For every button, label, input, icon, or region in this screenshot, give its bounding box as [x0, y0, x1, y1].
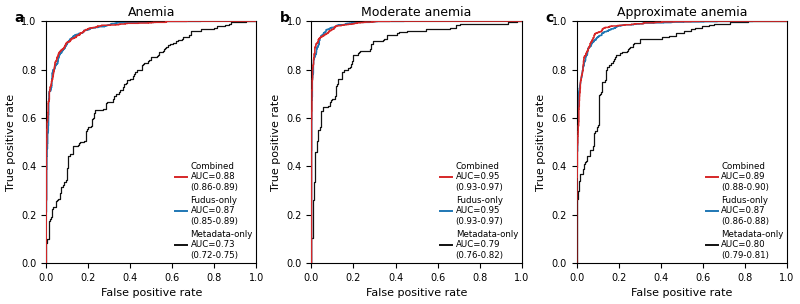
- Y-axis label: True positive rate: True positive rate: [536, 94, 546, 191]
- Title: Approximate anemia: Approximate anemia: [617, 5, 747, 19]
- Legend: Combined
AUC=0.95
(0.93-0.97), Fudus-only
AUC=0.95
(0.93-0.97), Metadata-only
AU: Combined AUC=0.95 (0.93-0.97), Fudus-onl…: [438, 160, 520, 261]
- Title: Moderate anemia: Moderate anemia: [362, 5, 472, 19]
- Text: b: b: [280, 12, 290, 26]
- Legend: Combined
AUC=0.88
(0.86-0.89), Fudus-only
AUC=0.87
(0.85-0.89), Metadata-only
AU: Combined AUC=0.88 (0.86-0.89), Fudus-onl…: [174, 160, 254, 261]
- Legend: Combined
AUC=0.89
(0.88-0.90), Fudus-only
AUC=0.87
(0.86-0.88), Metadata-only
AU: Combined AUC=0.89 (0.88-0.90), Fudus-onl…: [704, 160, 785, 261]
- X-axis label: False positive rate: False positive rate: [101, 288, 202, 299]
- Text: c: c: [546, 12, 554, 26]
- X-axis label: False positive rate: False positive rate: [631, 288, 733, 299]
- Text: a: a: [14, 12, 24, 26]
- Title: Anemia: Anemia: [127, 5, 175, 19]
- Y-axis label: True positive rate: True positive rate: [6, 94, 15, 191]
- Y-axis label: True positive rate: True positive rate: [271, 94, 281, 191]
- X-axis label: False positive rate: False positive rate: [366, 288, 467, 299]
